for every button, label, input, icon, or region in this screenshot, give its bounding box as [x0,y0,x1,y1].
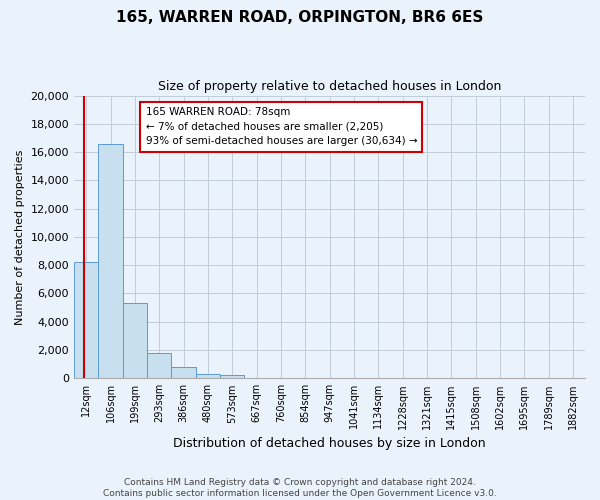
X-axis label: Distribution of detached houses by size in London: Distribution of detached houses by size … [173,437,486,450]
Bar [147,353,172,378]
Bar [98,144,123,378]
Y-axis label: Number of detached properties: Number of detached properties [15,149,25,324]
Text: Contains HM Land Registry data © Crown copyright and database right 2024.
Contai: Contains HM Land Registry data © Crown c… [103,478,497,498]
Text: 165 WARREN ROAD: 78sqm
← 7% of detached houses are smaller (2,205)
93% of semi-d: 165 WARREN ROAD: 78sqm ← 7% of detached … [146,107,417,146]
Text: 165, WARREN ROAD, ORPINGTON, BR6 6ES: 165, WARREN ROAD, ORPINGTON, BR6 6ES [116,10,484,25]
Bar [172,367,196,378]
Bar [123,304,147,378]
Title: Size of property relative to detached houses in London: Size of property relative to detached ho… [158,80,501,93]
Bar [220,375,244,378]
Bar [74,262,98,378]
Bar [196,374,220,378]
